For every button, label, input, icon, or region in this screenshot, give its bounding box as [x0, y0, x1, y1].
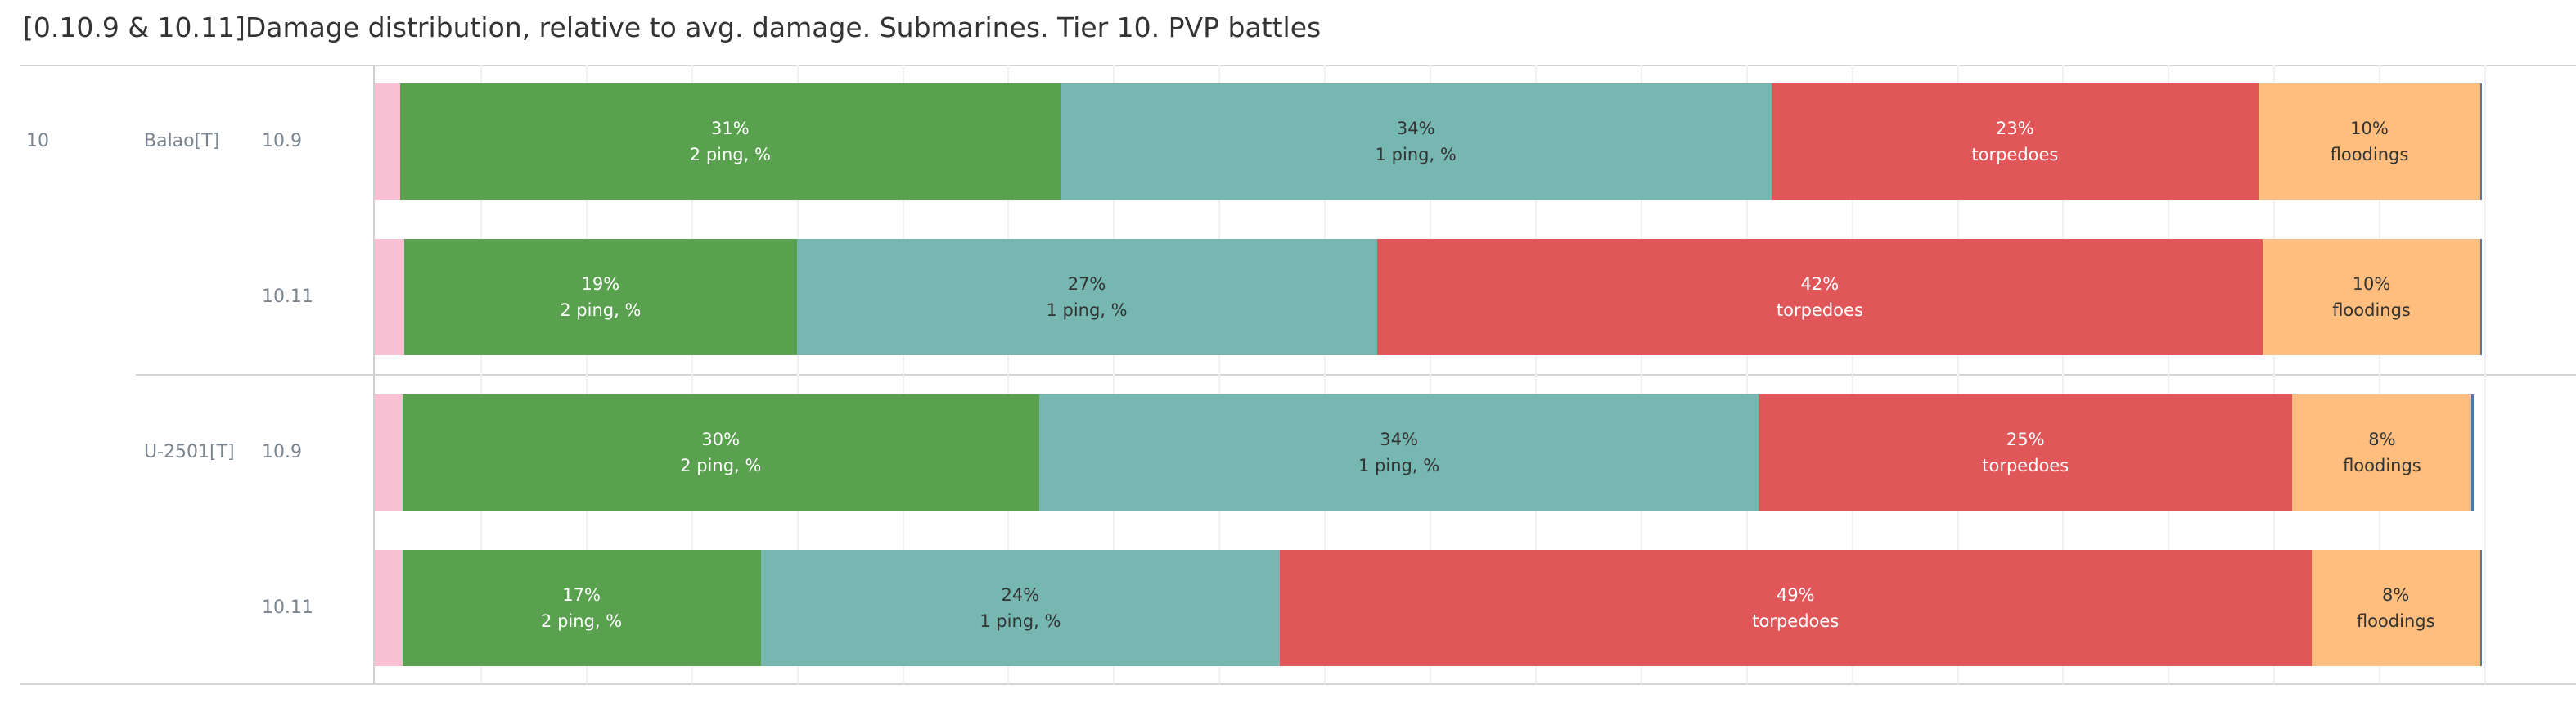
gridline: [1534, 65, 1537, 684]
bar-segment-1[interactable]: 31% 2 ping, %: [399, 83, 1061, 200]
data-label: 27%: [1067, 274, 1106, 294]
series-label: 2 ping, %: [541, 611, 623, 631]
bar-segment-2[interactable]: 27% 1 ping, %: [796, 239, 1377, 355]
series-label: 1 ping, %: [980, 611, 1061, 631]
bar-segment-3[interactable]: 25% torpedoes: [1759, 394, 2293, 511]
gridline: [1957, 65, 1959, 684]
stacked-bar: 30% 2 ping, % 34% 1 ping, % 25% torpedoes 8% fl…: [375, 394, 2475, 511]
gridline: [796, 65, 799, 684]
gridline: [2062, 65, 2065, 684]
gridline: [1640, 65, 1642, 684]
bar-segment-4[interactable]: 8% floodings: [2311, 550, 2480, 666]
data-label: 8%: [2382, 585, 2410, 605]
data-label: 30%: [701, 430, 741, 449]
data-label: 34%: [1380, 430, 1418, 449]
bar-segment-3[interactable]: 42% torpedoes: [1376, 239, 2263, 355]
tier-label: 10: [26, 131, 49, 151]
series-label: 1 ping, %: [1375, 145, 1457, 164]
bar-segment-5[interactable]: [2479, 239, 2483, 355]
bar-segment-0[interactable]: [375, 550, 403, 666]
stacked-bar: 31% 2 ping, % 34% 1 ping, % 23% torpedoes 10% f…: [375, 83, 2483, 200]
series-label: 2 ping, %: [560, 300, 642, 320]
bar-segment-2[interactable]: 24% 1 ping, %: [760, 550, 1280, 666]
gridline: [2168, 65, 2170, 684]
series-label: torpedoes: [1776, 300, 1863, 320]
ship-label: Balao[T]: [144, 131, 220, 151]
bar-segment-5[interactable]: [2479, 550, 2483, 666]
bar-segment-2[interactable]: 34% 1 ping, %: [1039, 394, 1759, 511]
gridline: [1324, 65, 1326, 684]
chart-title: [0.10.9 & 10.11]Damage distribution, rel…: [23, 11, 1322, 43]
gridline: [1851, 65, 1853, 684]
gridline: [902, 65, 904, 684]
bar-segment-1[interactable]: 19% 2 ping, %: [404, 239, 797, 355]
bar-segment-0[interactable]: [375, 239, 405, 355]
series-label: 1 ping, %: [1358, 456, 1440, 475]
series-label: floodings: [2343, 456, 2421, 475]
gridline: [585, 65, 588, 684]
gridline: [2273, 65, 2276, 684]
gridline: [1113, 65, 1115, 684]
data-label: 25%: [2006, 430, 2045, 449]
version-label: 10.9: [262, 442, 302, 462]
data-label: 10%: [2350, 119, 2389, 138]
stacked-bar: 17% 2 ping, % 24% 1 ping, % 49% torpedoes 8% fl…: [375, 550, 2483, 666]
series-label: 1 ping, %: [1046, 300, 1128, 320]
data-label: 8%: [2368, 430, 2396, 449]
series-label: torpedoes: [1971, 145, 2059, 164]
bar-segment-4[interactable]: 10% floodings: [2263, 239, 2480, 355]
series-label: 2 ping, %: [680, 456, 762, 475]
bar-segment-1[interactable]: 17% 2 ping, %: [402, 550, 761, 666]
series-label: floodings: [2356, 611, 2435, 631]
series-label: floodings: [2332, 300, 2411, 320]
bar-segment-4[interactable]: 8% floodings: [2292, 394, 2472, 511]
bar-segment-5[interactable]: [2471, 394, 2475, 511]
gridline: [1430, 65, 1431, 684]
header-divider: [20, 65, 2576, 66]
value-axis-line: [373, 65, 375, 684]
data-label: 24%: [1001, 585, 1040, 605]
gridline: [1218, 65, 1221, 684]
version-label: 10.9: [262, 131, 302, 151]
series-label: floodings: [2330, 145, 2409, 164]
ship-divider: [136, 374, 2576, 376]
version-label: 10.11: [262, 286, 313, 307]
gridline: [480, 65, 482, 684]
bar-segment-4[interactable]: 10% floodings: [2259, 83, 2480, 200]
gridline: [2379, 65, 2381, 684]
data-label: 23%: [1996, 119, 2034, 138]
data-label: 10%: [2352, 274, 2391, 294]
series-label: torpedoes: [1982, 456, 2069, 475]
data-label: 34%: [1396, 119, 1435, 138]
gridline: [691, 65, 693, 684]
bar-segment-5[interactable]: [2479, 83, 2483, 200]
bar-segment-2[interactable]: 34% 1 ping, %: [1060, 83, 1772, 200]
bar-segment-1[interactable]: 30% 2 ping, %: [402, 394, 1040, 511]
series-label: torpedoes: [1752, 611, 1840, 631]
version-label: 10.11: [262, 597, 313, 618]
stacked-bar: 19% 2 ping, % 27% 1 ping, % 42% torpedoes 10% f…: [375, 239, 2483, 355]
bar-segment-3[interactable]: 23% torpedoes: [1771, 83, 2259, 200]
data-label: 49%: [1776, 585, 1815, 605]
data-label: 31%: [711, 119, 750, 138]
gridline: [2484, 65, 2486, 684]
data-label: 19%: [581, 274, 620, 294]
bar-segment-0[interactable]: [375, 83, 400, 200]
bar-segment-3[interactable]: 49% torpedoes: [1279, 550, 2312, 666]
gridline: [1745, 65, 1748, 684]
bottom-divider: [20, 683, 2576, 685]
bar-segment-0[interactable]: [375, 394, 403, 511]
ship-label: U-2501[T]: [144, 442, 235, 462]
gridline: [1007, 65, 1010, 684]
data-label: 42%: [1800, 274, 1840, 294]
series-label: 2 ping, %: [689, 145, 771, 164]
data-label: 17%: [562, 585, 601, 605]
